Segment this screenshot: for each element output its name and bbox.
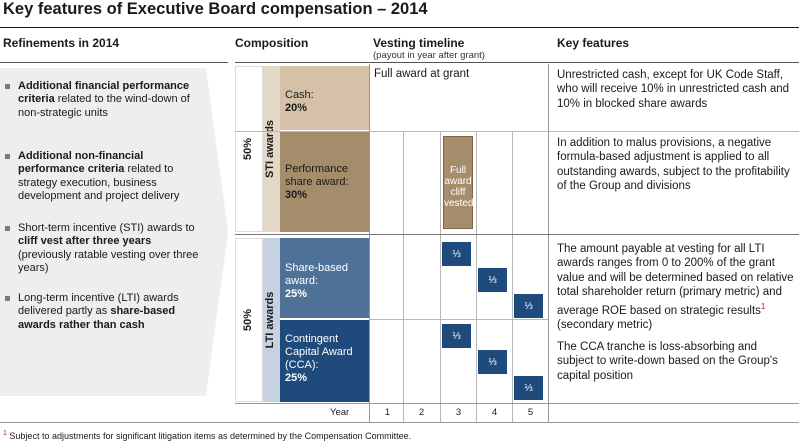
year-axis-label: Year bbox=[330, 407, 350, 418]
lti-label: LTI awards bbox=[264, 291, 276, 349]
sti-side-band bbox=[263, 66, 280, 232]
third-share-y4: ⅓ bbox=[478, 268, 507, 292]
third-cca-y4: ⅓ bbox=[478, 350, 507, 374]
footnote-marker: 1 bbox=[760, 301, 766, 311]
share-based-label: Share-based award: 25% bbox=[285, 262, 348, 300]
cash-label: Cash: 20% bbox=[285, 89, 314, 114]
title-rule bbox=[0, 27, 799, 28]
vesting-subheader: (payout in year after grant) bbox=[373, 50, 485, 61]
row-line bbox=[235, 131, 799, 132]
refinements-panel: Additional financial performance criteri… bbox=[0, 64, 228, 400]
grid-line bbox=[476, 132, 477, 422]
grid-line bbox=[548, 64, 549, 422]
sti-pct-cell bbox=[235, 66, 263, 232]
header-rule-right bbox=[235, 62, 799, 63]
refinements-arrow-shape bbox=[0, 68, 228, 396]
feature-cash: Unrestricted cash, except for UK Code St… bbox=[557, 69, 790, 110]
cca-label: Contingent Capital Award (CCA): 25% bbox=[285, 333, 353, 384]
bullet-square-icon bbox=[5, 84, 10, 89]
sti-percent: 50% bbox=[242, 137, 254, 161]
bullet-square-icon bbox=[5, 154, 10, 159]
feature-lti: The amount payable at vesting for all LT… bbox=[557, 243, 794, 331]
year-5: 5 bbox=[527, 407, 534, 418]
grid-line bbox=[403, 132, 404, 422]
bullet-square-icon bbox=[5, 296, 10, 301]
header-rule-left bbox=[0, 62, 228, 63]
cca-box bbox=[280, 320, 369, 402]
performance-share-label: Performance share award: 30% bbox=[285, 163, 349, 201]
year-2: 2 bbox=[418, 407, 425, 418]
lti-percent: 50% bbox=[242, 308, 254, 332]
third-cca-y5: ⅓ bbox=[514, 376, 543, 400]
lti-side-band bbox=[263, 238, 280, 402]
bullet-square-icon bbox=[5, 226, 10, 231]
page-title: Key features of Executive Board compensa… bbox=[3, 0, 428, 18]
key-features-header: Key features bbox=[557, 36, 630, 50]
third-share-y5: ⅓ bbox=[514, 294, 543, 318]
third-share-y3: ⅓ bbox=[442, 242, 471, 266]
cliff-vested-text: Full award cliff vested bbox=[444, 165, 474, 209]
share-based-box bbox=[280, 238, 369, 318]
vesting-header: Vesting timeline bbox=[373, 36, 465, 50]
feature-cca: The CCA tranche is loss-absorbing and su… bbox=[557, 341, 778, 382]
performance-share-box bbox=[280, 132, 369, 232]
year-1: 1 bbox=[384, 407, 391, 418]
section-line bbox=[235, 234, 799, 235]
year-4: 4 bbox=[491, 407, 498, 418]
footnote: 1 Subject to adjustments for significant… bbox=[3, 430, 412, 441]
grid-line bbox=[369, 64, 370, 422]
sti-label: STI awards bbox=[264, 119, 276, 179]
cliff-vested-box: Full award cliff vested bbox=[443, 136, 473, 229]
row-line bbox=[235, 403, 799, 404]
refinements-header: Refinements in 2014 bbox=[3, 36, 120, 50]
cash-box bbox=[280, 66, 369, 130]
refinement-item: Additional financial performance criteri… bbox=[4, 80, 204, 120]
full-award-grant-text: Full award at grant bbox=[374, 68, 470, 80]
refinement-item: Long-term incentive (LTI) awards deliver… bbox=[4, 292, 204, 332]
feature-performance: In addition to malus provisions, a negat… bbox=[557, 137, 790, 193]
refinement-item: Short-term incentive (STI) awards to cli… bbox=[4, 222, 204, 275]
refinement-item: Additional non-financial performance cri… bbox=[4, 150, 204, 203]
table-bottom-line bbox=[0, 422, 799, 423]
third-cca-y3: ⅓ bbox=[442, 324, 471, 348]
row-line bbox=[369, 319, 548, 320]
grid-line bbox=[512, 132, 513, 422]
grid-line bbox=[440, 132, 441, 422]
lti-pct-cell bbox=[235, 238, 263, 402]
year-3: 3 bbox=[455, 407, 462, 418]
composition-header: Composition bbox=[235, 36, 309, 50]
